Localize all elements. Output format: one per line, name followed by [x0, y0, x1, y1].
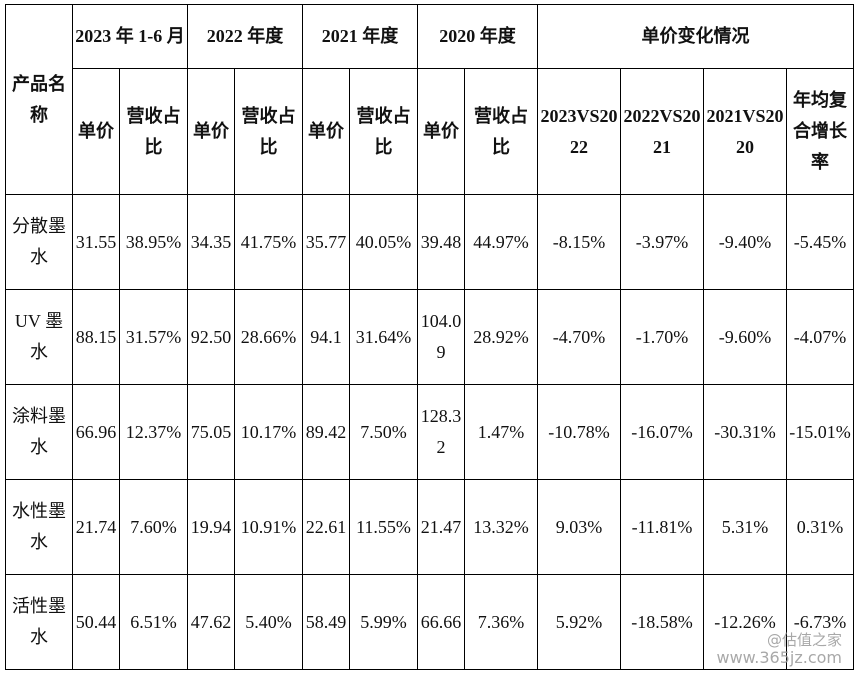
revenue-share-2021-cell: 40.05%	[349, 194, 418, 290]
cagr-cell: -6.73%	[786, 574, 854, 670]
header-unit-price: 单价	[72, 68, 120, 195]
header-period-2020: 2020 年度	[417, 4, 538, 69]
change-2022vs2021-cell: -18.58%	[620, 574, 704, 670]
header-change-2023vs2022: 2023VS2022	[537, 68, 621, 195]
header-product-name: 产品名称	[5, 4, 73, 195]
unit-price-2023h1-cell: 31.55	[72, 194, 120, 290]
header-period-2021: 2021 年度	[302, 4, 418, 69]
unit-price-2021-cell: 89.42	[302, 384, 350, 480]
revenue-share-2020-cell: 44.97%	[464, 194, 538, 290]
table-row: 分散墨水 31.55 38.95% 34.35 41.75% 35.77 40.05% 39.…	[5, 194, 854, 290]
product-name-cell: 涂料墨水	[5, 384, 73, 480]
cagr-cell: -4.07%	[786, 289, 854, 385]
cagr-cell: 0.31%	[786, 479, 854, 575]
change-2022vs2021-cell: -16.07%	[620, 384, 704, 480]
revenue-share-2020-cell: 13.32%	[464, 479, 538, 575]
watermark: @估值之家 www.365jz.com	[716, 631, 842, 667]
header-change-group: 单价变化情况	[537, 4, 854, 69]
unit-price-2021-cell: 35.77	[302, 194, 350, 290]
header-period-2022: 2022 年度	[187, 4, 303, 69]
cagr-cell: -5.45%	[786, 194, 854, 290]
unit-price-2023h1-cell: 50.44	[72, 574, 120, 670]
revenue-share-2021-cell: 7.50%	[349, 384, 418, 480]
cagr-cell: -15.01%	[786, 384, 854, 480]
change-2021vs2020-cell: -9.40%	[703, 194, 787, 290]
revenue-share-2021-cell: 11.55%	[349, 479, 418, 575]
revenue-share-2022-cell: 5.40%	[234, 574, 303, 670]
watermark-logo: @估值之家	[766, 631, 842, 649]
unit-price-2022-cell: 34.35	[187, 194, 235, 290]
header-revenue-share: 营收占比	[119, 68, 188, 195]
unit-price-2020-cell: 104.09	[417, 289, 465, 385]
table-body: 分散墨水 31.55 38.95% 34.35 41.75% 35.77 40.05% 39.…	[5, 194, 854, 670]
unit-price-2020-cell: 21.47	[417, 479, 465, 575]
table-row: 水性墨水 21.74 7.60% 19.94 10.91% 22.61 11.55% 21.4…	[5, 479, 854, 575]
header-unit-price: 单价	[417, 68, 465, 195]
revenue-share-2023h1-cell: 31.57%	[119, 289, 188, 385]
unit-price-2020-cell: 39.48	[417, 194, 465, 290]
unit-price-2021-cell: 22.61	[302, 479, 350, 575]
change-2022vs2021-cell: -11.81%	[620, 479, 704, 575]
product-name-cell: 分散墨水	[5, 194, 73, 290]
unit-price-2022-cell: 47.62	[187, 574, 235, 670]
change-2022vs2021-cell: -3.97%	[620, 194, 704, 290]
header-change-2021vs2020: 2021VS2020	[703, 68, 787, 195]
unit-price-2023h1-cell: 66.96	[72, 384, 120, 480]
watermark-url: www.365jz.com	[716, 648, 842, 667]
unit-price-2021-cell: 58.49	[302, 574, 350, 670]
header-period-2023h1: 2023 年 1-6 月	[72, 4, 188, 69]
table-row: 活性墨水 50.44 6.51% 47.62 5.40% 58.49 5.99% 66.66 7…	[5, 574, 854, 670]
change-2021vs2020-cell: 5.31%	[703, 479, 787, 575]
header-revenue-share: 营收占比	[234, 68, 303, 195]
revenue-share-2020-cell: 28.92%	[464, 289, 538, 385]
revenue-share-2022-cell: 41.75%	[234, 194, 303, 290]
change-2023vs2022-cell: -8.15%	[537, 194, 621, 290]
header-change-2022vs2021: 2022VS2021	[620, 68, 704, 195]
revenue-share-2021-cell: 5.99%	[349, 574, 418, 670]
header-revenue-share: 营收占比	[349, 68, 418, 195]
header-cagr: 年均复合增长率	[786, 68, 854, 195]
unit-price-2022-cell: 75.05	[187, 384, 235, 480]
unit-price-2021-cell: 94.1	[302, 289, 350, 385]
revenue-share-2020-cell: 7.36%	[464, 574, 538, 670]
header-revenue-share: 营收占比	[464, 68, 538, 195]
change-2021vs2020-cell: -30.31%	[703, 384, 787, 480]
unit-price-2020-cell: 66.66	[417, 574, 465, 670]
revenue-share-2022-cell: 10.91%	[234, 479, 303, 575]
header-unit-price: 单价	[302, 68, 350, 195]
change-2023vs2022-cell: 5.92%	[537, 574, 621, 670]
product-name-cell: 活性墨水	[5, 574, 73, 670]
revenue-share-2023h1-cell: 38.95%	[119, 194, 188, 290]
product-name-cell: 水性墨水	[5, 479, 73, 575]
unit-price-2020-cell: 128.32	[417, 384, 465, 480]
change-2023vs2022-cell: -4.70%	[537, 289, 621, 385]
revenue-share-2021-cell: 31.64%	[349, 289, 418, 385]
header-unit-price: 单价	[187, 68, 235, 195]
unit-price-2023h1-cell: 21.74	[72, 479, 120, 575]
change-2022vs2021-cell: -1.70%	[620, 289, 704, 385]
change-2023vs2022-cell: 9.03%	[537, 479, 621, 575]
unit-price-2022-cell: 92.50	[187, 289, 235, 385]
revenue-share-2023h1-cell: 6.51%	[119, 574, 188, 670]
revenue-share-2023h1-cell: 7.60%	[119, 479, 188, 575]
revenue-share-2022-cell: 28.66%	[234, 289, 303, 385]
unit-price-2023h1-cell: 88.15	[72, 289, 120, 385]
change-2023vs2022-cell: -10.78%	[537, 384, 621, 480]
change-2021vs2020-cell: -9.60%	[703, 289, 787, 385]
revenue-share-2023h1-cell: 12.37%	[119, 384, 188, 480]
revenue-share-2020-cell: 1.47%	[464, 384, 538, 480]
table-row: 涂料墨水 66.96 12.37% 75.05 10.17% 89.42 7.50% 128.…	[5, 384, 854, 480]
unit-price-table: 产品名称 2023 年 1-6 月 2022 年度 2021 年度 2020 年…	[5, 4, 854, 670]
table-row: UV 墨水 88.15 31.57% 92.50 28.66% 94.1 31.64% 104…	[5, 289, 854, 385]
product-name-cell: UV 墨水	[5, 289, 73, 385]
revenue-share-2022-cell: 10.17%	[234, 384, 303, 480]
unit-price-2022-cell: 19.94	[187, 479, 235, 575]
